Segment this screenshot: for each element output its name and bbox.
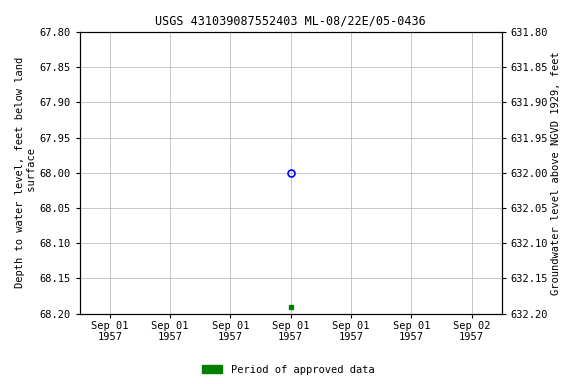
Title: USGS 431039087552403 ML-08/22E/05-0436: USGS 431039087552403 ML-08/22E/05-0436 (156, 15, 426, 28)
Y-axis label: Depth to water level, feet below land
 surface: Depth to water level, feet below land su… (15, 57, 37, 288)
Y-axis label: Groundwater level above NGVD 1929, feet: Groundwater level above NGVD 1929, feet (551, 51, 561, 295)
Legend: Period of approved data: Period of approved data (198, 361, 378, 379)
